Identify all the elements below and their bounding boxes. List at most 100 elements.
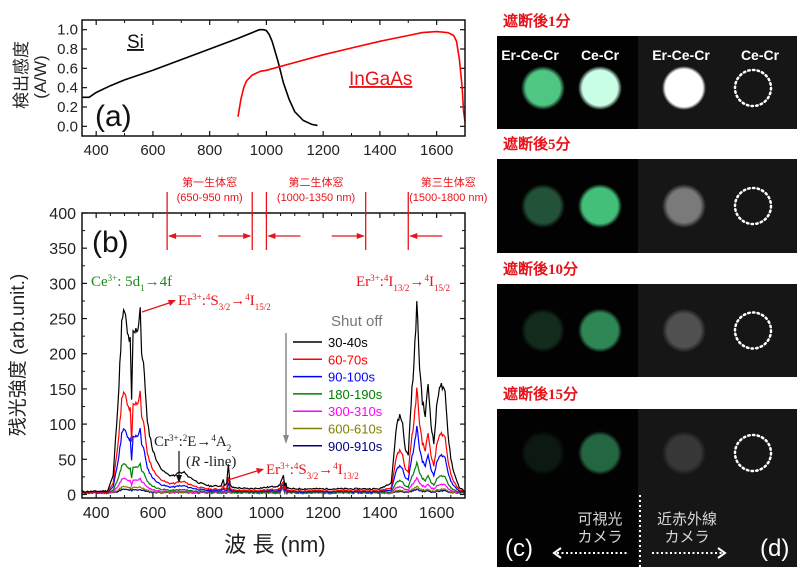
panel-b-afterglow-chart: 残光強度 (arb.unit.) 400 600 800 1000 1200 1400 16… [7,175,487,557]
phosphor-sample-glow [521,431,565,475]
svg-text:(R -line): (R -line) [186,454,236,470]
svg-text:Er3+:4S3/2→4I15/2: Er3+:4S3/2→4I15/2 [178,292,271,312]
arrow-down-icon [176,475,182,483]
photo-row-title: 遮断後5分 [503,135,571,153]
y-tick-label: 0.4 [57,80,78,97]
x-tick-label: 800 [197,142,222,159]
arrow-down-icon [283,435,289,444]
x-tick-label: 400 [84,142,109,159]
phosphor-sample-glow [662,431,706,475]
photo-row-1: 遮断後1分 Er-Ce-Cr Ce-Cr Er-Ce-Cr Ce-Cr [497,12,797,129]
y-tick-label: 1.0 [57,22,78,39]
bio-window-2: 第二生体窓 (1000-1350 nm) [265,175,367,250]
photo-row-2: 遮断後5分 [497,135,797,253]
bio-window-title: 第一生体窓 [182,175,237,189]
panel-a-label: (a) [95,100,132,133]
x-tick-label: 400 [83,505,110,522]
legend-title: Shut off [331,313,383,330]
panel-b-xlabel: 波 長 (nm) [224,532,325,557]
bio-window-1: 第一生体窓 (650-950 nm) [166,175,253,250]
svg-text:Er3+:4S3/2→4I13/2: Er3+:4S3/2→4I13/2 [266,461,359,481]
legend-entry: 90-100s [328,370,375,385]
svg-text:Ce3+: 5d1→4f: Ce3+: 5d1→4f [91,273,172,293]
y-tick-label: 400 [49,206,76,223]
x-tick-label: 1000 [250,142,283,159]
panel-a-frame [81,19,466,137]
y-tick-label: 250 [49,312,76,329]
phosphor-sample-glow [662,66,706,110]
dotted-circle-icon [733,311,773,350]
x-tick-label: 1400 [362,505,398,522]
dotted-circle-icon [733,68,773,108]
panel-b-label: (b) [92,226,129,259]
photo-row-4: 遮断後15分 [497,385,797,567]
x-tick-label: 1400 [363,142,396,159]
panel-a-responsivity-chart: 検出感度 (A/W) 400 600 800 1000 1200 1400 1600 0.0 0… [12,19,466,159]
y-tick-label: 350 [49,241,76,258]
bio-window-range: (1000-1350 nm) [277,192,355,204]
y-tick-label: 300 [49,276,76,293]
visible-camera-image [497,409,638,567]
panel-a-ylabel-unit: (A/W) [31,55,50,98]
series-line-si [82,28,318,127]
x-tick-label: 1200 [305,505,341,522]
photo-row-title: 遮断後1分 [503,12,571,30]
phosphor-sample-glow [521,184,565,228]
series-line-60-70s [81,387,466,494]
y-tick-label: 50 [58,452,76,469]
dotted-circle-icon [733,433,773,473]
x-tick-label: 1600 [419,505,455,522]
legend: Shut off 30-40s 60-70s 90-100s 180-190s 300-… [283,313,383,454]
phosphor-sample-glow [578,184,622,228]
photo-row-title: 遮断後10分 [503,260,578,278]
x-tick-label: 1000 [249,505,285,522]
arrow-right-icon [243,233,252,239]
legend-entry: 30-40s [328,335,368,350]
y-tick-label: 0.6 [57,60,78,77]
panel-c-label: (c) [505,535,533,562]
annotation-er-1um: Er3+:4S3/2→4I13/2 [227,461,359,481]
y-tick-label: 0.0 [57,118,78,135]
svg-text:Er3+:4I13/2→4I15/2: Er3+:4I13/2→4I15/2 [356,273,450,293]
bio-window-3: 第三生体窓 (1500-1800 nm) [407,175,487,250]
visible-camera-label: カメラ [577,529,622,546]
legend-entry: 180-190s [328,387,383,402]
y-tick-label: 0.8 [57,41,78,58]
column-label: Ce-Cr [581,47,620,63]
annotation-ce: Ce3+: 5d1→4f [91,273,172,293]
nir-camera-image [638,284,797,377]
y-tick-label: 0.2 [57,99,78,116]
legend-ingaas: InGaAs [349,69,412,90]
panel-a-ylabel-jp: 検出感度 [12,41,31,109]
arrow-left-icon [267,233,276,239]
y-tick-label: 150 [49,382,76,399]
nir-camera-label: 近赤外線 [657,511,717,528]
dotted-circle-icon [733,186,773,226]
y-tick-label: 0 [67,487,76,504]
phosphor-sample-glow [521,66,565,110]
annotation-er-green: Er3+:4S3/2→4I15/2 [141,292,271,313]
series-line-180-190s [81,460,466,495]
phosphor-sample-glow [578,66,622,110]
y-tick-label: 200 [49,347,76,364]
arrow-head-icon [256,468,264,474]
phosphor-sample-glow [662,184,706,228]
nir-camera-label: カメラ [664,529,709,546]
nir-camera-image [638,159,797,253]
legend-si: Si [127,32,144,53]
photo-row-3: 遮断後10分 [497,260,797,377]
column-label: Ce-Cr [741,47,780,63]
annotation-er-ir: Er3+:4I13/2→4I15/2 [356,273,450,293]
series-line-30-40s [81,301,465,493]
bio-window-range: (1500-1800 nm) [409,192,487,204]
column-label: Er-Ce-Cr [501,47,559,63]
series-line-ingaas [237,30,466,122]
panel-d-label: (d) [760,535,789,562]
bio-window-title: 第二生体窓 [289,175,344,189]
y-tick-label: 100 [49,417,76,434]
x-tick-label: 600 [140,142,165,159]
phosphor-sample-glow [521,308,565,353]
phosphor-sample-glow [662,308,706,353]
